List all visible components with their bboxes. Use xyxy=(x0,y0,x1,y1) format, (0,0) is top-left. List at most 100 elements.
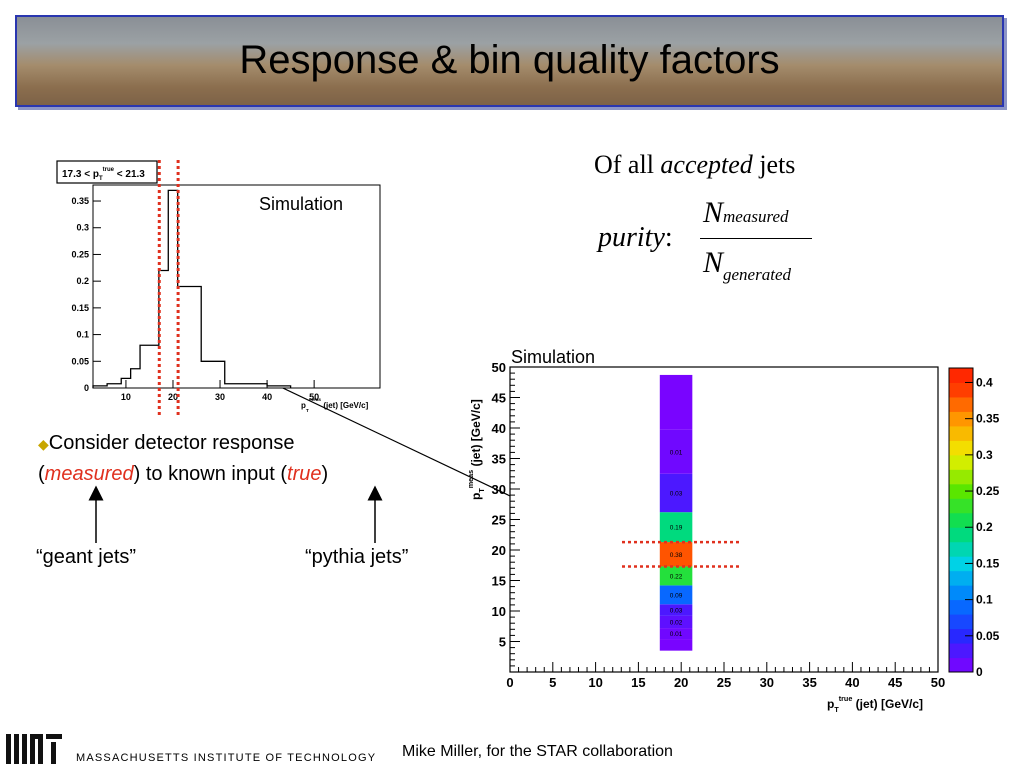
colorbar-tick-label: 0.35 xyxy=(976,412,1000,426)
heatmap-ytick-label: 20 xyxy=(492,543,506,558)
colorbar-tick-label: 0.15 xyxy=(976,556,1000,570)
pythia-label: “pythia jets” xyxy=(305,546,409,568)
heatmap-cell-label: 0.02 xyxy=(670,619,683,626)
heatmap-cell xyxy=(659,512,693,543)
hist-bin xyxy=(201,361,225,388)
colorbar-segment xyxy=(949,368,973,383)
colorbar-segment xyxy=(949,657,973,673)
heatmap-cell xyxy=(659,604,693,616)
heatmap-ytick-label: 5 xyxy=(499,635,506,650)
heatmap-cell-label: 0.01 xyxy=(670,449,683,456)
accepted-word: accepted xyxy=(660,150,753,179)
measured-word: measured xyxy=(44,463,134,485)
colorbar-tick-label: 0.4 xyxy=(976,375,993,389)
heatmap-cell-label: 0.22 xyxy=(670,573,683,580)
heatmap-cell xyxy=(659,542,693,567)
formula-denominator: Ngenerated xyxy=(703,246,791,284)
bullet-line1: Consider detector response xyxy=(48,432,295,454)
hist-ytick-label: 0.3 xyxy=(76,223,89,233)
hist-ytick-label: 0.2 xyxy=(76,276,89,286)
colorbar-segment xyxy=(949,570,973,586)
footer-credit: Mike Miller, for the STAR collaboration xyxy=(402,743,673,760)
purity-word: purity xyxy=(598,222,665,253)
heatmap-cell xyxy=(659,615,693,629)
colorbar-tick-label: 0.3 xyxy=(976,448,993,462)
hist-step-series xyxy=(92,189,292,388)
denominator-sub: generated xyxy=(723,265,791,284)
colorbar-segment xyxy=(949,643,973,659)
accepted-suffix: jets xyxy=(759,150,796,179)
colorbar-segment xyxy=(949,541,973,557)
hist-xlabel-text: pTmeas (jet) [GeV/c] xyxy=(301,398,369,414)
numerator-sub: measured xyxy=(723,207,789,226)
heatmap-xtick-label: 50 xyxy=(931,675,945,690)
hist-legend-text: 17.3 < pTtrue < 21.3 xyxy=(62,167,145,182)
heatmap-cell-label: 0.03 xyxy=(670,608,683,615)
hist-bin xyxy=(225,384,267,388)
hist-legend-box: 17.3 < pTtrue < 21.3 xyxy=(56,160,158,184)
colorbar-segment xyxy=(949,556,973,572)
hist-legend-border xyxy=(56,160,158,184)
colorbar-tick-label: 0.2 xyxy=(976,520,993,534)
fraction-bar xyxy=(700,238,812,239)
colorbar-segment xyxy=(949,454,973,470)
heatmap-cell-label: 0.01 xyxy=(670,631,683,638)
colorbar-segment xyxy=(949,483,973,499)
heatmap-xlabel-text: pTtrue (jet) [GeV/c] xyxy=(827,694,923,714)
heatmap-xtick-label: 30 xyxy=(760,675,774,690)
colorbar-tick-label: 0.1 xyxy=(976,593,993,607)
heatmap-ytick-label: 35 xyxy=(492,452,506,467)
heatmap-xtick-label: 25 xyxy=(717,675,731,690)
colorbar-segment xyxy=(949,498,973,514)
heatmap-cell xyxy=(659,628,693,640)
colorbar-segment xyxy=(949,469,973,485)
accepted-prefix: Of all xyxy=(594,150,654,179)
heatmap-ylabel-text: pTmeas (jet) [GeV/c] xyxy=(466,399,486,500)
heatmap-cell-label: 0.38 xyxy=(670,552,683,559)
colorbar-segment xyxy=(949,628,973,644)
heatmap-ytick-label: 25 xyxy=(492,513,506,528)
numerator-n: N xyxy=(703,196,724,229)
heatmap-xtick-label: 15 xyxy=(631,675,645,690)
heatmap-frame xyxy=(509,366,939,673)
heatmap-xtick-label: 10 xyxy=(588,675,602,690)
hist-ytick-label: 0.35 xyxy=(71,196,89,206)
hist-bin xyxy=(131,369,140,388)
heatmap-cell xyxy=(659,473,693,513)
colorbar-segment xyxy=(949,382,973,398)
colorbar-segment xyxy=(949,599,973,615)
heatmap-ylabel: pTmeas (jet) [GeV/c] xyxy=(466,399,486,500)
colorbar-segment xyxy=(949,396,973,412)
heatmap-cell-label: 0.03 xyxy=(670,490,683,497)
heatmap-ytick-label: 50 xyxy=(492,360,506,375)
colorbar-segment xyxy=(949,425,973,441)
hist-xtick-label: 50 xyxy=(309,392,319,402)
mit-name: MASSACHUSETTS INSTITUTE OF TECHNOLOGY xyxy=(76,752,377,764)
hist-bin xyxy=(140,345,159,388)
heatmap-xtick-label: 40 xyxy=(845,675,859,690)
heatmap-ytick-label: 10 xyxy=(492,604,506,619)
hist-annotation: Simulation xyxy=(259,194,343,214)
mit-logo xyxy=(6,734,62,764)
hist-xtick-label: 10 xyxy=(121,392,131,402)
heatmap-ytick-label: 45 xyxy=(492,391,506,406)
colorbar-tick-label: 0.05 xyxy=(976,629,1000,643)
colorbar-segment xyxy=(949,411,973,427)
heatmap-xtick-label: 45 xyxy=(888,675,902,690)
hist-bin xyxy=(267,386,291,388)
colorbar-segment xyxy=(949,585,973,601)
heatmap-ytick-label: 15 xyxy=(492,574,506,589)
colorbar-segment xyxy=(949,614,973,630)
heatmap-xtick-label: 35 xyxy=(802,675,816,690)
denominator-n: N xyxy=(703,246,724,279)
hist-ytick-label: 0.15 xyxy=(71,303,89,313)
colorbar-segment xyxy=(949,527,973,543)
hist-xtick-label: 30 xyxy=(215,392,225,402)
colorbar-frame xyxy=(948,367,974,673)
heatmap-cell xyxy=(659,639,693,651)
colorbar-tick-label: 0.25 xyxy=(976,484,1000,498)
heatmap-cell xyxy=(659,374,693,430)
hist-bin xyxy=(178,287,202,389)
bullet-diamond-icon: ◆ xyxy=(38,436,49,452)
purity-lhs: purity: xyxy=(598,222,673,254)
